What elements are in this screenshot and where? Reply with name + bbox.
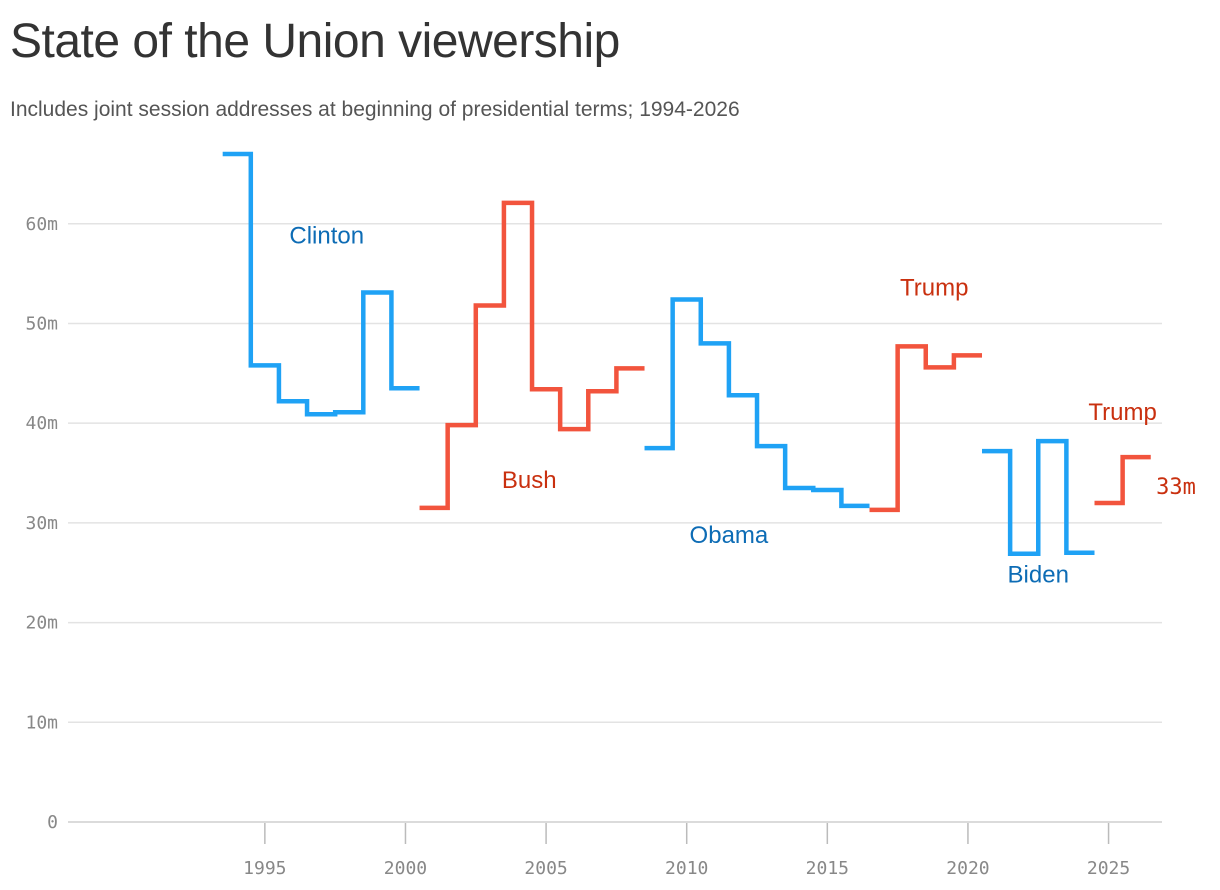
x-tick-label: 1995	[243, 858, 286, 879]
president-labels: Clinton Bush Obama Trump Biden Trump 33m	[289, 223, 1196, 589]
series-line-republican-3	[869, 344, 983, 513]
president-label-obama: Obama	[690, 522, 769, 549]
president-label-bush: Bush	[502, 467, 557, 494]
series-lines	[222, 151, 1151, 557]
series-line-democrat-4	[982, 438, 1095, 557]
x-tick-label: 2025	[1087, 858, 1130, 879]
series-line-democrat-2	[644, 297, 870, 509]
series-line-republican-5	[1094, 454, 1151, 506]
x-axis-ticks: 1995 2000 2005 2010 2015 2020 2025	[243, 823, 1130, 879]
x-tick-label: 2000	[384, 858, 427, 879]
x-tick-label: 2015	[806, 858, 849, 879]
y-tick-label: 50m	[25, 313, 58, 334]
y-tick-label: 30m	[25, 513, 58, 534]
x-tick-label: 2010	[665, 858, 708, 879]
president-label-biden: Biden	[1008, 562, 1069, 589]
end-value-label: 33m	[1156, 475, 1196, 500]
president-label-trump: Trump	[900, 275, 968, 302]
y-tick-label: 10m	[25, 712, 58, 733]
chart-subtitle: Includes joint session addresses at begi…	[10, 98, 740, 121]
y-axis-ticks: 0 10m 20m 30m 40m 50m 60m	[25, 214, 58, 833]
grid-lines	[68, 223, 1162, 823]
president-label-trump: Trump	[1088, 399, 1156, 426]
y-tick-label: 0	[47, 812, 58, 833]
series-line-republican-1	[419, 200, 645, 511]
president-label-clinton: Clinton	[289, 223, 364, 250]
x-tick-label: 2005	[524, 858, 567, 879]
chart-title: State of the Union viewership	[10, 15, 620, 68]
x-tick-label: 2020	[946, 858, 989, 879]
y-tick-label: 20m	[25, 613, 58, 634]
y-tick-label: 60m	[25, 214, 58, 235]
y-tick-label: 40m	[25, 413, 58, 434]
series-line-democrat-0	[222, 151, 420, 417]
